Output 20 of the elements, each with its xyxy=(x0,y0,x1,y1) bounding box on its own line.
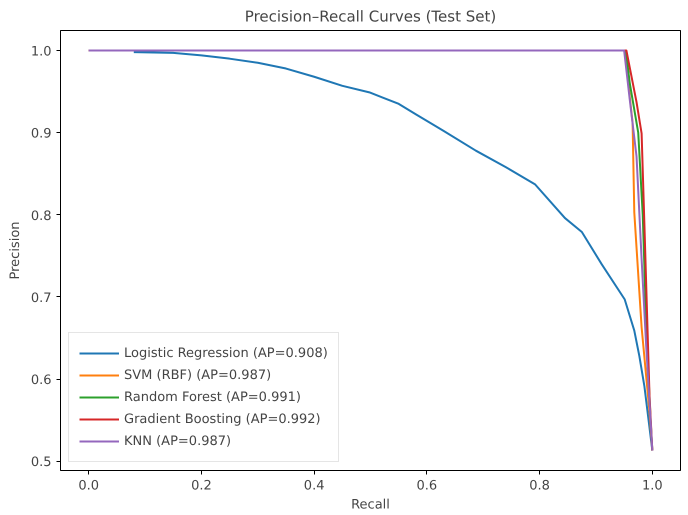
y-tick-label: 0.9 xyxy=(30,126,52,142)
x-axis-title: Recall xyxy=(351,498,390,512)
legend-label: Gradient Boosting (AP=0.992) xyxy=(124,412,321,426)
x-tick-label: 0.8 xyxy=(529,478,550,494)
y-axis-title: Precision xyxy=(8,221,23,280)
chart-title: Precision–Recall Curves (Test Set) xyxy=(244,8,496,26)
y-tick-label: 0.8 xyxy=(30,208,52,224)
x-tick-label: 0.6 xyxy=(416,478,438,494)
legend-label: SVM (RBF) (AP=0.987) xyxy=(124,368,272,382)
legend-label: KNN (AP=0.987) xyxy=(124,434,232,448)
legend-label: Random Forest (AP=0.991) xyxy=(124,390,301,404)
legend-label: Logistic Regression (AP=0.908) xyxy=(124,346,328,360)
x-tick-label: 0.2 xyxy=(191,478,212,494)
y-tick-label: 0.5 xyxy=(30,455,52,470)
y-tick-label: 0.6 xyxy=(30,373,52,388)
x-tick-label: 0.0 xyxy=(78,478,100,494)
y-tick-label: 0.7 xyxy=(30,290,52,306)
x-tick-label: 1.0 xyxy=(642,478,663,494)
x-tick-label: 0.4 xyxy=(304,478,324,494)
y-tick-label: 1.0 xyxy=(30,44,52,60)
